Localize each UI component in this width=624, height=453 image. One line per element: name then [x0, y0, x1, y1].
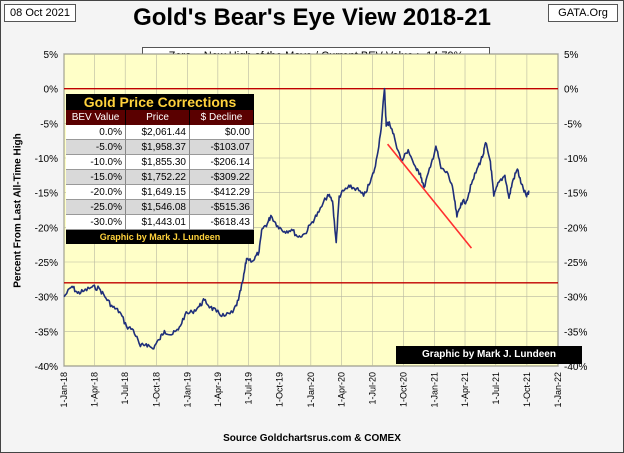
- y-tick-label-left: 0%: [44, 85, 59, 96]
- x-tick-label: 1-Jul-21: [491, 372, 501, 405]
- chart-title: Gold's Bear's Eye View 2018-21: [133, 4, 491, 31]
- x-tick-label: 1-Jul-18: [120, 372, 130, 405]
- y-tick-label-left: -10%: [35, 154, 58, 165]
- table-cell: $1,855.30: [126, 155, 190, 170]
- table-footer: Graphic by Mark J. Lundeen: [99, 232, 221, 242]
- trend-group: [386, 143, 473, 249]
- table-cell: 0.0%: [66, 125, 126, 140]
- table-cell: -30.0%: [66, 215, 126, 230]
- y-tick-label-right: -15%: [564, 189, 587, 200]
- y-ticks-left: 5% 0% -5% -10% -15% -20% -25% -30% -35% -40%: [35, 50, 58, 373]
- y-tick-label-right: -5%: [564, 119, 582, 130]
- y-tick-label-left: -35%: [35, 327, 58, 338]
- x-tick-label: 1-Apr-21: [460, 372, 470, 407]
- table-row: 0.0% $2,061.44 $0.00: [66, 125, 254, 140]
- x-tick-label: 1-Jan-18: [59, 372, 69, 408]
- table-cell: -$103.07: [190, 140, 254, 155]
- table-cell: $1,443.01: [126, 215, 190, 230]
- table-cell: -$515.36: [190, 200, 254, 215]
- table-cell: -$206.14: [190, 155, 254, 170]
- series-group: [63, 87, 530, 350]
- table-cell: $0.00: [190, 125, 254, 140]
- table-cell: $1,958.37: [126, 140, 190, 155]
- y-tick-label-left: -5%: [40, 119, 58, 130]
- table-cell: -5.0%: [66, 140, 126, 155]
- y-axis-label: Percent From Last All-Time High: [12, 133, 24, 288]
- y-tick-label-left: -30%: [35, 293, 58, 304]
- x-tick-label: 1-Oct-20: [398, 372, 408, 407]
- table-row: -10.0% $1,855.30 -$206.14: [66, 155, 254, 170]
- table-cell: -15.0%: [66, 170, 126, 185]
- x-tick-label: 1-Apr-18: [89, 372, 99, 407]
- table-row: -20.0% $1,649.15 -$412.29: [66, 185, 254, 200]
- org-label: GATA.Org: [548, 4, 618, 22]
- y-tick-label-right: 0%: [564, 85, 579, 96]
- table-cell: -20.0%: [66, 185, 126, 200]
- table-cell: -$309.22: [190, 170, 254, 185]
- table-header-price: Price: [126, 110, 191, 125]
- y-tick-label-left: -40%: [35, 362, 58, 373]
- date-label: 08 Oct 2021: [4, 4, 76, 22]
- x-tick-label: 1-Jan-20: [306, 372, 316, 408]
- x-tick-label: 1-Jan-21: [430, 372, 440, 408]
- source-label: Source Goldchartsrus.com & COMEX: [223, 433, 401, 444]
- y-tick-label-right: -35%: [564, 327, 587, 338]
- x-tick-label: 1-Jul-19: [244, 372, 254, 405]
- x-tick-label: 1-Jan-19: [182, 372, 192, 408]
- table-cell: -$412.29: [190, 185, 254, 200]
- table-cell: $1,546.08: [126, 200, 190, 215]
- table-cell: $1,649.15: [126, 185, 190, 200]
- table-row: -5.0% $1,958.37 -$103.07: [66, 140, 254, 155]
- table-cell: -$618.43: [190, 215, 254, 230]
- y-tick-label-right: -40%: [564, 362, 587, 373]
- table-row: -30.0% $1,443.01 -$618.43: [66, 215, 254, 230]
- trend-line: [386, 143, 473, 249]
- y-tick-label-right: 5%: [564, 50, 579, 61]
- series-line-0: [63, 87, 530, 350]
- y-tick-label-left: -15%: [35, 189, 58, 200]
- table-cell: $1,752.22: [126, 170, 190, 185]
- y-tick-label-left: 5%: [44, 50, 59, 61]
- reference-lines: [64, 88, 558, 284]
- table-row: -25.0% $1,546.08 -$515.36: [66, 200, 254, 215]
- table-title: Gold Price Corrections: [83, 94, 237, 110]
- corrections-table: Gold Price Corrections BEV Value Price $…: [66, 94, 255, 244]
- table-header-bev: BEV Value: [66, 110, 127, 125]
- y-tick-label-right: -30%: [564, 293, 587, 304]
- credit-box: Graphic by Mark J. Lundeen: [396, 346, 582, 364]
- x-tick-label: 1-Oct-18: [151, 372, 161, 407]
- x-tick-label: 1-Apr-20: [337, 372, 347, 407]
- y-tick-label-left: -20%: [35, 223, 58, 234]
- y-tick-label-right: -10%: [564, 154, 587, 165]
- y-tick-label-right: -20%: [564, 223, 587, 234]
- table-cell: -10.0%: [66, 155, 126, 170]
- y-tick-label-right: -25%: [564, 258, 587, 269]
- table-header-decline: $ Decline: [190, 110, 255, 125]
- x-tick-label: 1-Oct-21: [522, 372, 532, 407]
- table-row: -15.0% $1,752.22 -$309.22: [66, 170, 254, 185]
- y-ticks-right: 5% 0% -5% -10% -15% -20% -25% -30% -35% -40%: [564, 50, 587, 373]
- x-tick-label: 1-Apr-19: [213, 372, 223, 407]
- table-header-row: BEV Value Price $ Decline: [66, 110, 255, 125]
- x-ticks: 1-Jan-18 1-Apr-18 1-Jul-18 1-Oct-18 1-Jan-19…: [59, 372, 563, 408]
- table-cell: -25.0%: [66, 200, 126, 215]
- x-tick-label: 1-Jul-20: [367, 372, 377, 405]
- x-tick-label: 1-Jan-22: [553, 372, 563, 408]
- y-tick-label-left: -25%: [35, 258, 58, 269]
- table-cell: $2,061.44: [126, 125, 190, 140]
- x-tick-label: 1-Oct-19: [275, 372, 285, 407]
